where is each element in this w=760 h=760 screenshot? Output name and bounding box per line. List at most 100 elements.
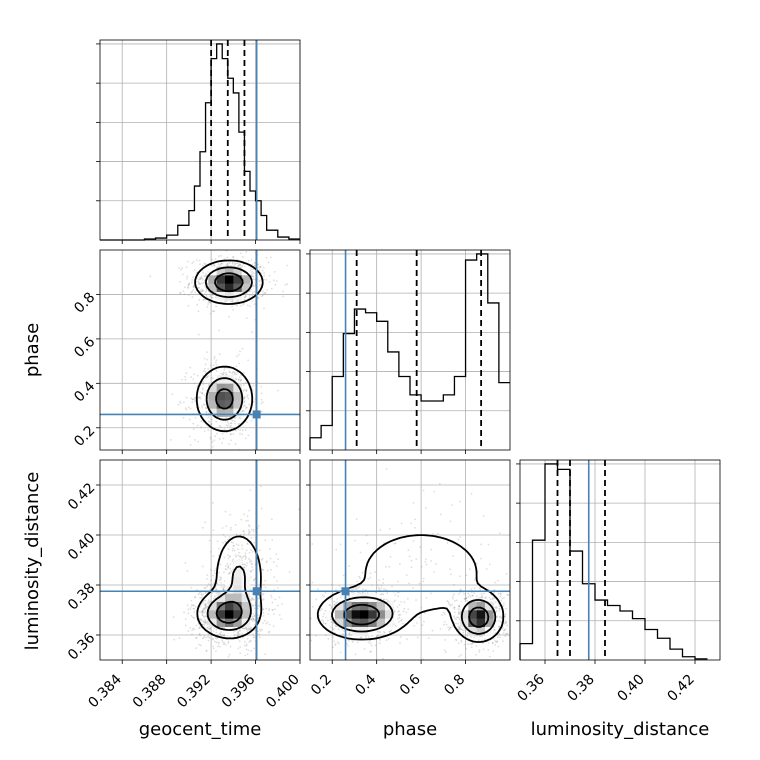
density-cell <box>233 593 242 602</box>
sample-point <box>231 300 234 303</box>
sample-point <box>402 610 405 613</box>
sample-point <box>229 555 231 558</box>
sample-point <box>247 359 250 362</box>
sample-point <box>258 549 261 552</box>
sample-point <box>187 284 190 287</box>
sample-point <box>462 631 465 634</box>
sample-point <box>197 440 200 443</box>
sample-point <box>408 582 410 585</box>
sample-point <box>240 374 242 377</box>
sample-point <box>234 422 236 425</box>
sample-point <box>248 296 251 299</box>
sample-point <box>235 543 238 546</box>
sample-point <box>252 613 255 615</box>
sample-point <box>215 628 218 631</box>
sample-point <box>240 378 243 381</box>
sample-point <box>498 608 501 610</box>
sample-point <box>192 604 195 607</box>
sample-point <box>383 598 385 601</box>
sample-point <box>363 647 366 650</box>
sample-point <box>484 597 487 599</box>
sample-point <box>270 594 272 597</box>
sample-point <box>216 540 219 543</box>
sample-point <box>448 629 450 631</box>
sample-point <box>212 529 215 531</box>
contour-level <box>196 535 263 640</box>
sample-point <box>202 593 205 596</box>
sample-point <box>267 613 270 615</box>
density-cell <box>216 391 226 401</box>
sample-point <box>248 531 251 533</box>
sample-point <box>445 623 448 626</box>
sample-point <box>380 597 382 600</box>
sample-point <box>259 265 262 268</box>
sample-point <box>243 563 245 566</box>
sample-point <box>226 421 229 423</box>
sample-point <box>405 611 408 614</box>
sample-point <box>359 577 361 579</box>
sample-point <box>335 588 337 591</box>
sample-point <box>246 394 249 396</box>
sample-point <box>393 600 396 603</box>
sample-point <box>209 312 212 315</box>
sample-point <box>277 586 279 589</box>
sample-point <box>320 608 323 610</box>
density-cell <box>208 408 217 417</box>
truth-marker <box>341 587 350 596</box>
sample-point <box>231 560 234 563</box>
sample-point <box>217 641 220 644</box>
sample-point <box>261 410 263 413</box>
sample-point <box>195 637 198 639</box>
sample-point <box>365 634 367 637</box>
sample-point <box>206 606 209 608</box>
sample-point <box>252 618 255 621</box>
density-cell <box>468 618 477 627</box>
sample-point <box>203 275 206 278</box>
sample-point <box>189 444 192 447</box>
sample-point <box>246 637 249 640</box>
sample-point <box>228 371 231 374</box>
sample-point <box>470 646 473 649</box>
sample-point <box>226 264 229 267</box>
sample-point <box>230 265 233 267</box>
x-tick-label-phase: 0.2 <box>308 672 335 699</box>
sample-point <box>188 282 191 285</box>
sample-point <box>232 541 234 544</box>
sample-point <box>242 302 245 305</box>
sample-point <box>221 432 224 435</box>
density-cell <box>335 618 344 627</box>
sample-point <box>216 582 219 585</box>
sample-point <box>247 259 250 262</box>
sample-point <box>391 585 393 588</box>
sample-point <box>233 544 236 547</box>
sample-point <box>384 588 387 591</box>
sample-point <box>347 645 350 647</box>
sample-point <box>412 539 415 542</box>
sample-point <box>274 608 276 611</box>
sample-point <box>239 350 241 353</box>
sample-point <box>232 301 234 304</box>
sample-point <box>242 555 245 558</box>
sample-point <box>504 620 507 623</box>
sample-point <box>463 593 465 595</box>
sample-point <box>182 290 185 293</box>
sample-point <box>449 573 452 576</box>
ylabel-phase: phase <box>22 323 43 377</box>
sample-point <box>400 618 403 621</box>
sample-point <box>241 636 244 639</box>
sample-point <box>442 623 445 626</box>
sample-point <box>262 608 265 611</box>
density-cell <box>233 568 242 577</box>
sample-point <box>179 280 181 283</box>
sample-point <box>267 261 270 264</box>
density-cell <box>233 576 242 586</box>
sample-point <box>204 275 207 278</box>
sample-point <box>237 634 240 637</box>
sample-point <box>239 264 242 266</box>
sample-point <box>200 618 203 621</box>
sample-point <box>250 563 253 566</box>
sample-point <box>244 552 247 555</box>
sample-point <box>258 268 261 271</box>
sample-point <box>184 378 187 381</box>
sample-point <box>273 613 275 615</box>
